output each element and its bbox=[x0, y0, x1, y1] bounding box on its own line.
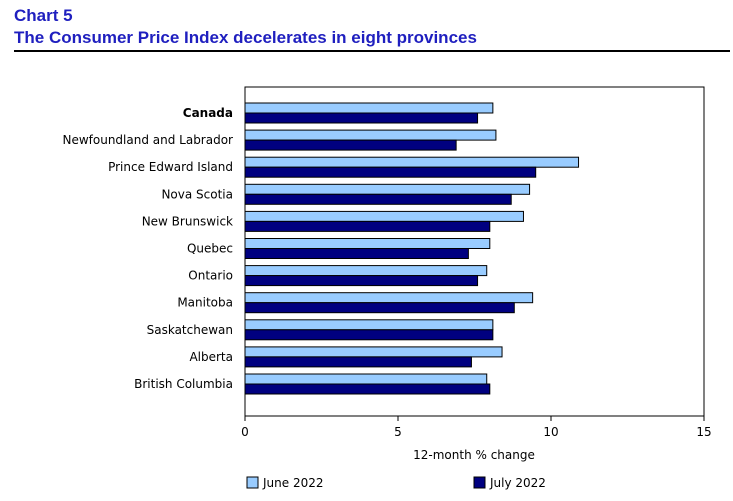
x-tick-label: 15 bbox=[696, 425, 711, 439]
category-label-british-columbia: British Columbia bbox=[134, 377, 233, 391]
bar-british-columbia-july-2022 bbox=[244, 383, 491, 395]
bar-manitoba-june-2022 bbox=[244, 292, 534, 304]
category-label-ontario: Ontario bbox=[188, 269, 233, 283]
bar-prince-edward-island-july-2022 bbox=[244, 166, 537, 178]
category-label-prince-edward-island: Prince Edward Island bbox=[108, 160, 233, 174]
x-tick-label: 10 bbox=[543, 425, 558, 439]
bar-quebec-june-2022 bbox=[244, 238, 491, 249]
bar-newfoundland-and-labrador-june-2022 bbox=[244, 129, 497, 141]
legend-swatch-july-2022 bbox=[473, 476, 486, 489]
bar-nova-scotia-june-2022 bbox=[244, 183, 531, 195]
category-label-quebec: Quebec bbox=[187, 242, 233, 256]
bar-ontario-july-2022 bbox=[244, 275, 479, 287]
legend-swatch-june-2022 bbox=[246, 476, 259, 489]
chart-title: The Consumer Price Index decelerates in … bbox=[14, 28, 477, 47]
legend-label-july-2022: July 2022 bbox=[489, 476, 546, 490]
category-label-manitoba: Manitoba bbox=[177, 296, 233, 310]
bar-prince-edward-island-june-2022 bbox=[244, 156, 580, 168]
bar-british-columbia-june-2022 bbox=[244, 373, 488, 385]
bar-saskatchewan-june-2022 bbox=[244, 319, 494, 331]
legend-label-june-2022: June 2022 bbox=[262, 476, 324, 490]
category-label-nova-scotia: Nova Scotia bbox=[161, 187, 233, 201]
bar-canada-july-2022 bbox=[244, 112, 479, 124]
x-tick-label: 0 bbox=[241, 425, 249, 439]
bar-new-brunswick-july-2022 bbox=[244, 220, 491, 232]
bar-new-brunswick-june-2022 bbox=[244, 210, 524, 222]
category-label-canada: Canada bbox=[183, 106, 233, 120]
title-rule bbox=[14, 50, 730, 52]
bar-canada-june-2022 bbox=[244, 102, 494, 114]
category-label-newfoundland-and-labrador: Newfoundland and Labrador bbox=[62, 133, 233, 147]
bar-ontario-june-2022 bbox=[244, 265, 488, 277]
bar-manitoba-july-2022 bbox=[244, 302, 515, 314]
chart-number: Chart 5 bbox=[14, 6, 73, 25]
bar-saskatchewan-july-2022 bbox=[244, 329, 494, 341]
x-tick-label: 5 bbox=[394, 425, 402, 439]
x-axis-label: 12-month % change bbox=[413, 448, 535, 462]
category-label-new-brunswick: New Brunswick bbox=[142, 214, 233, 228]
bar-alberta-july-2022 bbox=[244, 356, 472, 368]
bar-nova-scotia-july-2022 bbox=[244, 193, 512, 205]
bar-quebec-july-2022 bbox=[244, 248, 469, 259]
bar-alberta-june-2022 bbox=[244, 346, 503, 358]
category-label-alberta: Alberta bbox=[189, 350, 233, 364]
category-label-saskatchewan: Saskatchewan bbox=[147, 323, 233, 337]
bar-newfoundland-and-labrador-july-2022 bbox=[244, 139, 457, 151]
